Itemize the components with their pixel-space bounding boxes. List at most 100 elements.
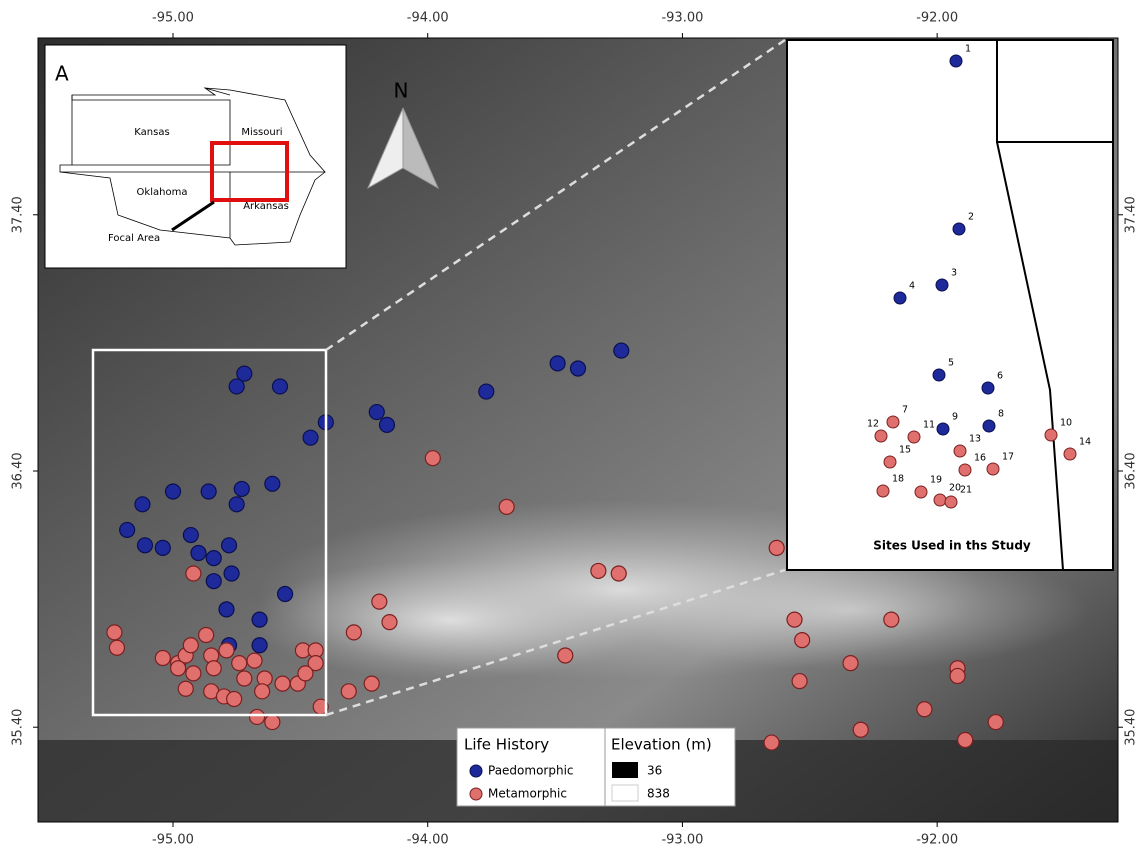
site-point (884, 612, 899, 627)
site-point (958, 733, 973, 748)
site-point (234, 481, 249, 496)
site-point (206, 574, 221, 589)
site-point (346, 625, 361, 640)
site-point (298, 666, 313, 681)
site-point (550, 356, 565, 371)
legend-marker (470, 788, 482, 800)
inset-site (915, 486, 927, 498)
site-point (206, 661, 221, 676)
site-point (237, 366, 252, 381)
map-figure: -95.00-95.00-94.00-94.00-93.00-93.00-92.… (0, 0, 1143, 853)
site-point (917, 702, 932, 717)
y-tick-label: 36.40 (1124, 452, 1139, 489)
state-label: Oklahoma (137, 187, 188, 198)
site-point (614, 343, 629, 358)
site-point (186, 666, 201, 681)
site-point (571, 361, 586, 376)
locator-map: A Kansas Missouri Oklahoma Arkansas Foca… (45, 45, 346, 268)
x-tick-label: -92.00 (916, 833, 958, 848)
elevation-label: 838 (647, 787, 670, 801)
site-label: 8 (998, 409, 1004, 420)
site-point (229, 497, 244, 512)
inset-site (953, 223, 965, 235)
site-point (764, 735, 779, 750)
site-point (425, 451, 440, 466)
site-point (369, 405, 384, 420)
inset-site (1064, 448, 1076, 460)
inset-site (1045, 429, 1057, 441)
site-point (201, 484, 216, 499)
x-tick-label: -93.00 (661, 833, 703, 848)
site-point (499, 499, 514, 514)
site-point (843, 656, 858, 671)
site-point (183, 528, 198, 543)
inset-site (894, 292, 906, 304)
inset-site (884, 456, 896, 468)
legend-label: Metamorphic (488, 787, 567, 801)
site-point (171, 661, 186, 676)
state-label: Arkansas (243, 201, 289, 212)
inset-site (937, 423, 949, 435)
site-point (795, 633, 810, 648)
site-label: 21 (960, 485, 972, 496)
site-point (206, 551, 221, 566)
y-tick-label: 35.40 (1124, 709, 1139, 746)
locator-frame (45, 45, 346, 268)
site-point (178, 681, 193, 696)
site-label: 12 (867, 419, 879, 430)
site-label: 19 (930, 475, 942, 486)
inset-site (982, 382, 994, 394)
inset-site (936, 279, 948, 291)
inset-site (945, 496, 957, 508)
site-point (252, 638, 267, 653)
y-tick-label: 37.40 (1124, 196, 1139, 233)
site-point (272, 379, 287, 394)
site-label: 14 (1079, 437, 1091, 448)
site-label: 18 (892, 474, 904, 485)
x-tick-label: -92.00 (916, 11, 958, 26)
site-point (250, 709, 265, 724)
legend-title: Life History (464, 736, 549, 754)
site-point (137, 538, 152, 553)
site-point (275, 676, 290, 691)
site-point (186, 566, 201, 581)
state-label: Kansas (134, 127, 169, 138)
y-tick-label: 35.40 (11, 709, 26, 746)
site-label: 5 (948, 358, 954, 369)
site-label: 3 (951, 268, 957, 279)
site-label: 4 (909, 281, 915, 292)
site-point (109, 640, 124, 655)
legend-title: Elevation (m) (611, 736, 712, 754)
site-point (135, 497, 150, 512)
site-point (232, 656, 247, 671)
site-point (222, 538, 237, 553)
site-label: 11 (923, 420, 935, 431)
site-point (120, 522, 135, 537)
site-label: 1 (965, 44, 971, 55)
site-point (199, 627, 214, 642)
site-point (558, 648, 573, 663)
site-label: 13 (969, 434, 981, 445)
site-point (107, 625, 122, 640)
site-point (341, 684, 356, 699)
inset-site (959, 464, 971, 476)
site-point (379, 417, 394, 432)
site-point (611, 566, 626, 581)
inset-site (950, 55, 962, 67)
site-point (224, 566, 239, 581)
inset-site (983, 420, 995, 432)
x-tick-label: -95.00 (152, 833, 194, 848)
inset-site (933, 369, 945, 381)
x-tick-label: -95.00 (152, 11, 194, 26)
site-label: 9 (952, 412, 958, 423)
site-point (787, 612, 802, 627)
inset-site (877, 485, 889, 497)
site-point (247, 653, 262, 668)
x-tick-label: -94.00 (407, 11, 449, 26)
site-point (265, 476, 280, 491)
site-point (364, 676, 379, 691)
north-label: N (394, 79, 409, 103)
state-label: Missouri (241, 127, 282, 138)
elevation-label: 36 (647, 764, 662, 778)
